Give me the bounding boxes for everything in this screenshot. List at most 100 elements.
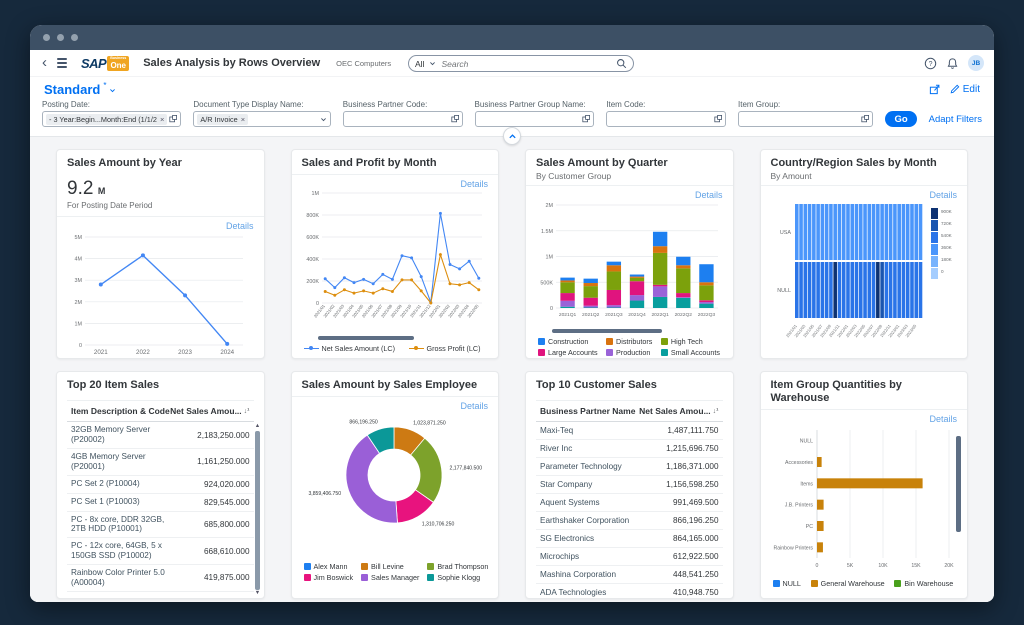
business-partner-code-input[interactable] — [342, 111, 463, 127]
table-row[interactable]: Rainbow Color Printer 7.5 (A00005)264,50… — [67, 592, 254, 595]
table-row[interactable]: SG Electronics 864,165.000 — [536, 530, 723, 549]
legend-item[interactable]: Brad Thompson — [427, 562, 488, 571]
scroll-up-icon[interactable]: ▲ — [254, 423, 261, 430]
table-row[interactable]: Maxi-Teq 1,487,111.750 — [536, 422, 723, 441]
back-icon[interactable]: ‹ — [42, 53, 47, 71]
horizontal-scrollbar[interactable] — [552, 329, 662, 334]
chevron-down-icon[interactable] — [320, 116, 327, 123]
table-row[interactable]: Aquent Systems 991,469.500 — [536, 494, 723, 513]
horizontal-scrollbar[interactable] — [317, 336, 414, 341]
table-row[interactable]: Star Company 1,156,598.250 — [536, 476, 723, 495]
table-row[interactable]: Parameter Technology 1,186,371.000 — [536, 458, 723, 477]
legend-item[interactable]: Production — [606, 348, 653, 357]
cell-name: Maxi-Teq — [540, 425, 574, 435]
remove-token-icon[interactable]: × — [240, 114, 246, 124]
help-icon[interactable]: ? — [924, 57, 937, 70]
document-type-input[interactable]: A/R Invoice × — [193, 111, 331, 127]
search-input[interactable]: All Search — [408, 55, 634, 72]
search-icon[interactable] — [616, 58, 627, 69]
table-row[interactable]: Microchips 612,922.500 — [536, 548, 723, 567]
vertical-scrollbar[interactable] — [956, 436, 961, 533]
item-code-input[interactable] — [606, 111, 726, 127]
card-title: Sales Amount by Sales Employee — [301, 379, 478, 391]
legend-swatch — [660, 349, 668, 357]
legend-swatch — [427, 574, 435, 582]
notifications-bell-icon[interactable] — [946, 57, 959, 70]
posting-date-input[interactable]: - 3 Year:Begin...Month:End (1/1/2021 ...… — [42, 111, 182, 127]
legend-item[interactable]: Bill Levine — [361, 562, 419, 571]
details-link[interactable]: Details — [929, 414, 957, 425]
card-subtitle: By Customer Group — [536, 171, 612, 182]
window-control-dot[interactable] — [57, 34, 64, 41]
sort-descending-icon[interactable]: ↓¹ — [243, 407, 250, 415]
chevron-up-icon — [508, 133, 516, 138]
table-row[interactable]: PC - 8x core, DDR 32GB, 2TB HDD (P10001)… — [67, 512, 254, 539]
table-row[interactable]: Mashina Corporation 448,541.250 — [536, 566, 723, 585]
legend-item[interactable]: Sophie Klogg — [427, 573, 488, 582]
svg-text:200K: 200K — [306, 279, 319, 285]
pencil-icon — [950, 84, 960, 94]
legend-item[interactable]: High Tech — [660, 337, 721, 346]
svg-text:500K: 500K — [540, 280, 553, 286]
value-help-icon[interactable] — [169, 115, 178, 123]
table-row[interactable]: Earthshaker Corporation 866,196.250 — [536, 512, 723, 531]
window-control-dot[interactable] — [43, 34, 50, 41]
window-titlebar — [30, 25, 994, 50]
legend-item[interactable]: Gross Profit (LC) — [408, 344, 486, 353]
remove-token-icon[interactable]: × — [160, 114, 165, 124]
value-help-icon[interactable] — [582, 115, 591, 123]
chevron-down-icon[interactable] — [429, 60, 436, 67]
legend-item[interactable]: Bin Warehouse — [894, 579, 955, 588]
sort-descending-icon[interactable]: ↓¹ — [712, 407, 719, 415]
details-link[interactable]: Details — [460, 401, 488, 412]
table-row[interactable]: PC Set 2 (P10004) 924,020.000 — [67, 476, 254, 494]
table-row[interactable]: PC Set 1 (P10003) 829,545.000 — [67, 494, 254, 512]
table-row[interactable]: Rainbow Color Printer 5.0 (A00004) 419,87… — [67, 565, 254, 592]
search-scope-select[interactable]: All — [415, 58, 425, 69]
table-row[interactable]: PC - 12x core, 64GB, 5 x 150GB SSD (P100… — [67, 538, 254, 565]
item-group-input[interactable] — [738, 111, 874, 127]
chevron-down-icon[interactable] — [109, 87, 116, 94]
legend-item[interactable]: Construction — [538, 337, 598, 346]
table-row[interactable]: 4GB Memory Server (P20001) 1,161,250.000 — [67, 449, 254, 476]
table-row[interactable]: ADA Technologies 410,948.750 — [536, 584, 723, 598]
kpi-unit: M — [97, 186, 106, 197]
scroll-down-icon[interactable]: ▼ — [254, 589, 261, 596]
share-icon[interactable] — [929, 84, 940, 95]
legend-item[interactable]: NULL — [772, 579, 803, 588]
table-row[interactable]: 32GB Memory Server (P20002) 2,183,250.000 — [67, 422, 254, 449]
svg-text:20K: 20K — [944, 563, 954, 569]
legend-item[interactable]: Distributors — [606, 337, 653, 346]
details-link[interactable]: Details — [225, 221, 254, 232]
value-help-icon[interactable] — [450, 115, 459, 123]
business-partner-group-input[interactable] — [474, 111, 595, 127]
collapse-filter-button[interactable] — [503, 127, 521, 145]
value-help-icon[interactable] — [714, 115, 722, 123]
adapt-filters-link[interactable]: Adapt Filters — [928, 114, 982, 125]
svg-text:1.5M: 1.5M — [541, 229, 553, 235]
edit-button[interactable]: Edit — [950, 84, 980, 95]
vertical-scrollbar[interactable]: ▲ ▼ — [254, 424, 262, 596]
window-control-dot[interactable] — [71, 34, 78, 41]
avatar[interactable]: JB — [968, 55, 984, 71]
legend-item[interactable]: Jim Boswick — [303, 573, 353, 582]
menu-icon[interactable] — [57, 58, 67, 68]
details-link[interactable]: Details — [694, 190, 723, 201]
svg-text:2024: 2024 — [220, 349, 234, 356]
table-header[interactable]: Business Partner Name Net Sales Amou... ↓… — [536, 400, 723, 423]
legend-item[interactable]: Net Sales Amount (LC) — [303, 344, 401, 353]
variant-selector[interactable]: Standard * — [44, 81, 116, 97]
legend-item[interactable]: Sales Manager — [361, 573, 419, 582]
legend-item[interactable]: Large Accounts — [538, 348, 598, 357]
cell-value: 864,165.000 — [672, 534, 719, 544]
legend-item[interactable]: General Warehouse — [810, 579, 887, 588]
details-link[interactable]: Details — [460, 179, 488, 190]
legend-item[interactable]: Alex Mann — [303, 562, 354, 571]
table-row[interactable]: River Inc 1,215,696.750 — [536, 440, 723, 459]
table-header[interactable]: Item Description & Code Net Sales Amou..… — [67, 400, 254, 423]
go-button[interactable]: Go — [885, 111, 917, 127]
legend-item[interactable]: Small Accounts — [660, 348, 721, 357]
cell-value: 1,215,696.750 — [666, 444, 719, 454]
details-link[interactable]: Details — [929, 190, 957, 201]
value-help-icon[interactable] — [861, 115, 870, 123]
